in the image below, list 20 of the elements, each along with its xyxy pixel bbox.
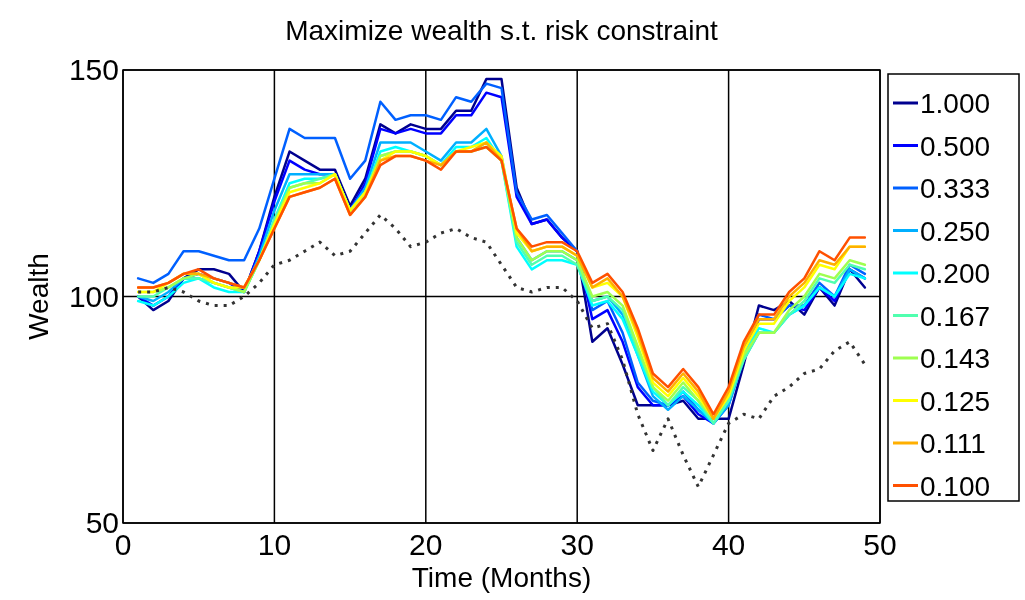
- chart-title: Maximize wealth s.t. risk constraint: [285, 15, 718, 46]
- legend-label: 1.000: [920, 88, 991, 119]
- legend-label: 0.200: [920, 258, 991, 289]
- legend-label: 0.111: [920, 428, 986, 459]
- x-tick-label: 10: [257, 528, 292, 561]
- x-tick-label: 30: [560, 528, 594, 561]
- legend-label: 0.125: [920, 385, 991, 417]
- x-tick-label: 20: [409, 528, 443, 561]
- legend-label: 0.143: [920, 343, 991, 374]
- legend-label: 0.100: [920, 470, 991, 502]
- x-tick-label: 50: [863, 528, 897, 561]
- legend-label: 0.333: [920, 173, 991, 204]
- legend-label: 0.500: [920, 130, 991, 162]
- legend-label: 0.250: [920, 215, 991, 247]
- x-tick-label: 40: [711, 528, 746, 561]
- y-tick-label: 150: [68, 53, 119, 86]
- y-tick-label: 100: [68, 279, 119, 313]
- legend-label: 0.167: [920, 300, 991, 332]
- y-axis-title: Wealth: [23, 253, 54, 340]
- x-axis-title: Time (Months): [411, 562, 592, 593]
